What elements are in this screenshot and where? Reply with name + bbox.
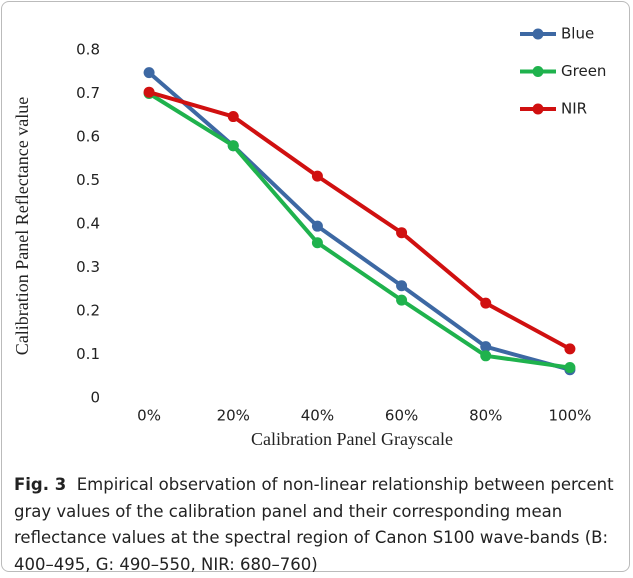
series-marker [480,297,492,309]
y-axis-label: Calibration Panel Reflectance value [12,97,32,355]
series-line [148,91,571,370]
x-tick-label: 80% [469,407,502,425]
y-tick-label: 0 [90,389,100,407]
series-marker [311,170,323,182]
legend-marker [532,103,544,115]
caption-text: Empirical observation of non-linear rela… [14,475,614,574]
x-tick-label: 60% [385,407,418,425]
series-marker [143,67,155,79]
legend-marker [532,66,544,77]
series-marker [311,220,323,232]
legend-label: Green [561,62,606,80]
series-line [148,90,571,351]
y-tick-label: 0.1 [76,345,100,363]
x-tick-label: 40% [301,407,334,425]
series-marker [396,227,408,239]
series-marker [396,280,408,292]
legend-label: Blue [561,25,594,43]
series-marker [227,111,239,123]
series-marker [564,343,576,355]
series-marker [564,362,576,374]
chart: Calibration Panel Reflectance value Cali… [12,25,606,450]
legend-marker [532,28,544,40]
legend-label: NIR [561,100,587,118]
x-axis-label: Calibration Panel Grayscale [251,429,453,449]
y-tick-label: 0.5 [76,171,100,189]
y-tick-label: 0.6 [76,128,100,146]
y-tick-label: 0.3 [76,258,100,276]
series-marker [143,86,155,98]
series-marker [480,350,492,362]
series-marker [396,294,408,306]
caption-label: Fig. 3 [14,475,67,494]
series-marker [480,341,492,353]
caption: Fig. 3 Empirical observation of non-line… [14,472,614,578]
x-tick-label: 100% [548,407,591,425]
y-tick-label: 0.4 [76,215,100,233]
series-marker [311,237,323,249]
y-tick-label: 0.7 [76,84,100,102]
x-tick-label: 0% [137,407,161,425]
y-tick-label: 0.2 [76,302,100,320]
series-marker [227,140,239,152]
y-tick-label: 0.8 [76,41,100,59]
series-line [147,71,571,372]
x-tick-label: 20% [217,407,250,425]
